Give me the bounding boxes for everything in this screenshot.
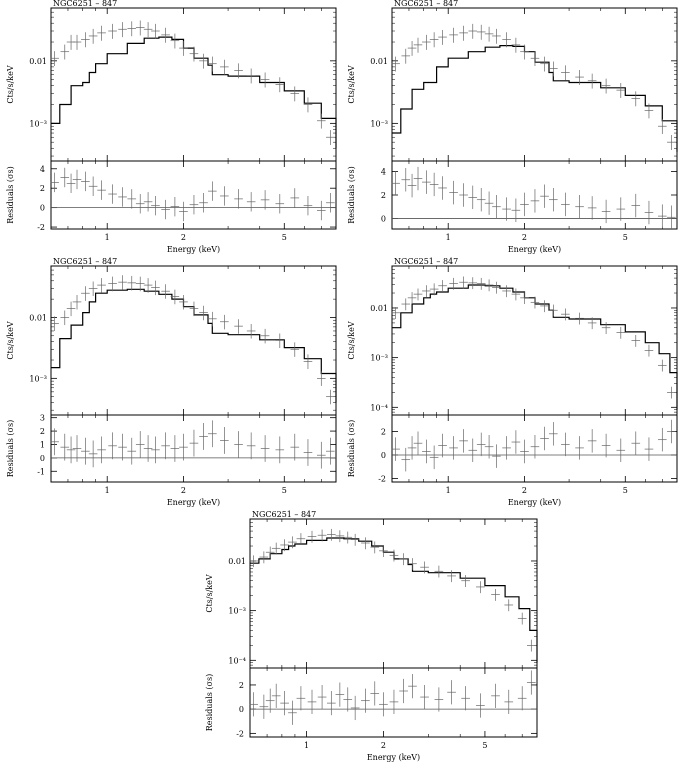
x-axis-label: Energy (keV) [508,245,561,254]
x-tick-label: 1 [446,486,451,495]
x-axis-label: Energy (keV) [508,498,561,507]
upper-y-tick-label: 10⁻³ [29,119,47,128]
upper-y-tick-label: 0.01 [370,304,388,313]
residual-y-tick-label: 2 [381,427,386,436]
residual-y-tick-label: 2 [381,191,386,200]
upper-y-tick-label: 0.01 [370,57,388,66]
panel-2: NGC6251 – 847 Cts/s/keV Residuals (σs) Ener… [347,0,678,254]
x-tick-label: 5 [623,486,628,495]
x-tick-label: 5 [282,486,287,495]
model-curve [51,36,337,149]
upper-y-tick-label: 10⁻⁴ [370,403,388,412]
residual-y-axis-label: Residuals (σs) [347,166,356,223]
upper-y-tick-label: 10⁻³ [228,607,246,616]
upper-y-axis-label: Cts/s/keV [6,65,15,104]
model-curve [51,288,337,403]
residual-y-tick-label: 0 [239,705,244,714]
residual-plot-frame [50,414,337,483]
residual-y-tick-label: -2 [37,223,45,232]
residual-y-axis-label: Residuals (σs) [6,420,15,477]
model-curve [250,537,538,663]
residual-y-tick-label: 2 [239,681,244,690]
model-curve [392,284,678,410]
residual-y-tick-label: -2 [236,729,244,738]
x-axis-label: Energy (keV) [367,753,420,762]
residual-y-tick-label: 4 [40,165,45,174]
x-tick-label: 2 [522,486,527,495]
residual-y-tick-label: -2 [378,474,386,483]
residual-y-axis-label: Residuals (σs) [347,420,356,477]
x-tick-label: 5 [482,741,487,750]
residual-y-tick-label: 4 [381,168,386,177]
upper-y-tick-label: 0.01 [228,557,246,566]
x-tick-label: 2 [522,233,527,242]
x-tick-label: 1 [304,741,309,750]
upper-y-tick-label: 10⁻³ [370,119,388,128]
upper-y-axis-label: Cts/s/keV [347,321,356,360]
residual-y-tick-label: 3 [40,414,45,423]
x-tick-label: 5 [282,233,287,242]
x-tick-label: 2 [181,486,186,495]
residual-plot-frame [50,160,337,230]
residual-y-tick-label: 0 [381,451,386,460]
residual-y-axis-label: Residuals (σs) [205,674,214,731]
residual-y-tick-label: -1 [37,467,45,476]
panel-title: NGC6251 – 847 [394,257,458,266]
residual-plot-frame [391,414,678,483]
upper-plot-frame [50,7,337,162]
upper-y-tick-label: 0.01 [29,313,47,322]
upper-y-tick-label: 10⁻⁴ [228,656,246,665]
residual-y-tick-label: 0 [40,204,45,213]
x-axis-label: Energy (keV) [167,245,220,254]
residual-y-tick-label: 2 [40,427,45,436]
panel-5: NGC6251 – 847 Cts/s/keV Residuals (σs) Ener… [205,510,538,762]
panel-4: NGC6251 – 847 Cts/s/keV Residuals (σs) Ener… [347,257,678,507]
panel-title: NGC6251 – 847 [252,510,316,519]
upper-y-tick-label: 10⁻³ [370,354,388,363]
panel-title: NGC6251 – 847 [394,0,458,8]
upper-y-axis-label: Cts/s/keV [347,65,356,104]
x-tick-label: 1 [446,233,451,242]
panel-3: NGC6251 – 847 Cts/s/keV Residuals (σs) Ener… [6,257,337,507]
upper-y-axis-label: Cts/s/keV [6,321,15,360]
x-axis-label: Energy (keV) [167,498,220,507]
x-tick-label: 1 [105,486,110,495]
residual-y-tick-label: 2 [40,184,45,193]
panel-1: NGC6251 – 847 Cts/s/keV Residuals (σs) Ener… [6,0,337,254]
x-tick-label: 2 [181,233,186,242]
upper-y-tick-label: 10⁻³ [29,374,47,383]
residual-plot-frame [249,667,538,738]
x-tick-label: 5 [623,233,628,242]
x-tick-label: 1 [105,233,110,242]
upper-plot-frame [249,518,538,669]
x-tick-label: 2 [381,741,386,750]
panel-title: NGC6251 – 847 [53,257,117,266]
residual-y-axis-label: Residuals (σs) [6,166,15,223]
residual-y-tick-label: 1 [40,440,45,449]
residual-y-tick-label: 0 [381,214,386,223]
upper-plot-frame [391,7,678,162]
upper-y-tick-label: 0.01 [29,57,47,66]
panel-title: NGC6251 – 847 [53,0,117,8]
residual-y-tick-label: 0 [40,454,45,463]
upper-y-axis-label: Cts/s/keV [205,574,214,613]
